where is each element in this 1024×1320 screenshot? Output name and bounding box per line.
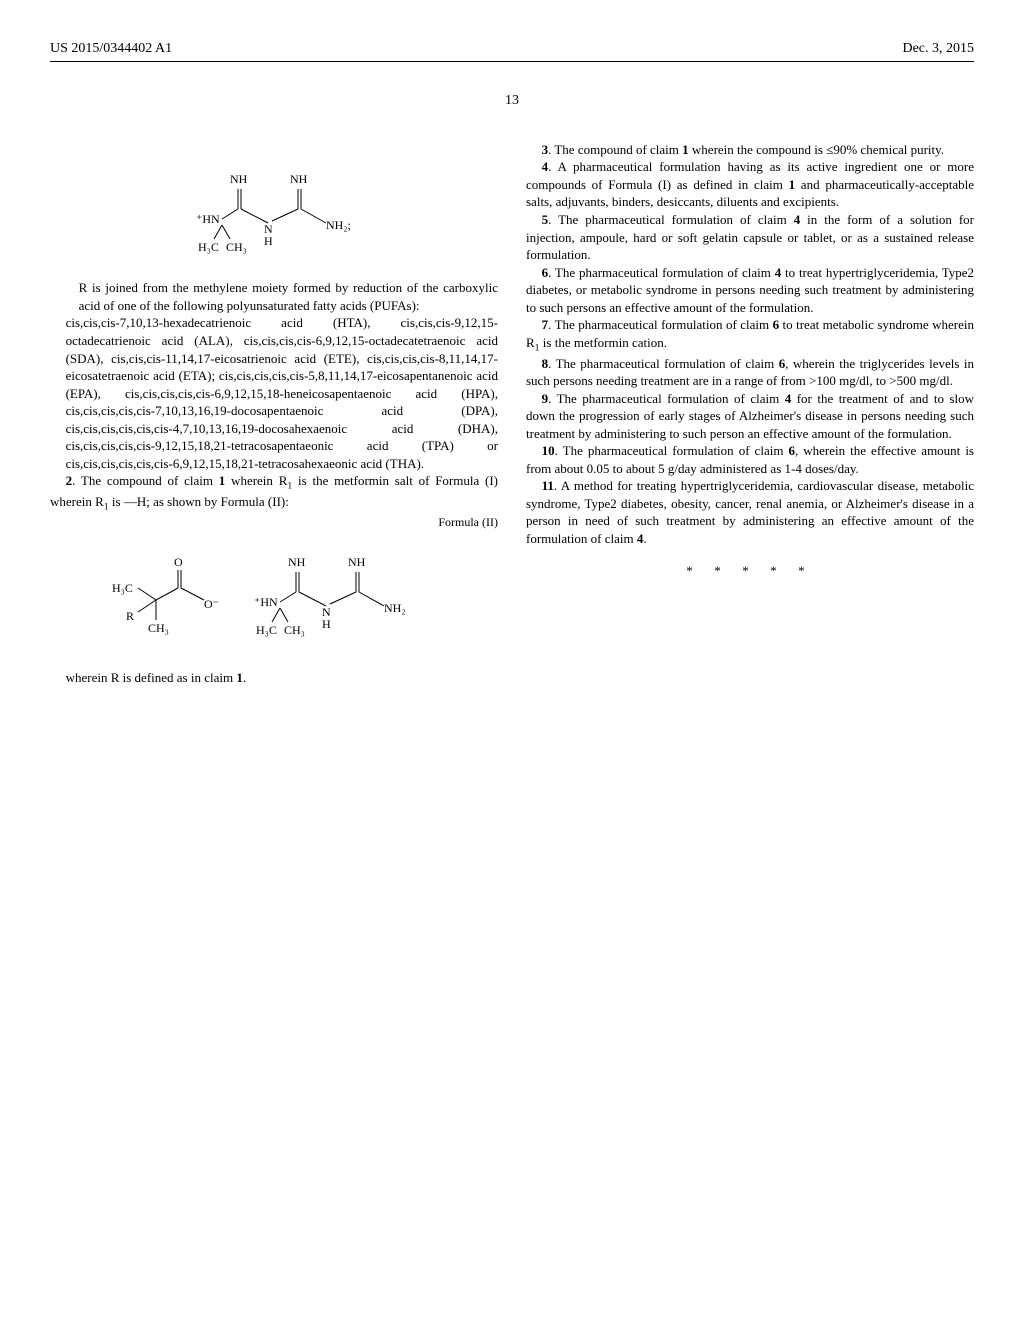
patent-number: US 2015/0344402 A1 [50,40,172,59]
chem-label: NH₂; [326,218,351,232]
chem-label: NH₂ [384,601,406,615]
claim-2-tail: wherein R is defined as in claim 1. [50,669,498,687]
right-column: 3. The compound of claim 1 wherein the c… [526,141,974,686]
claim-8: 8. The pharmaceutical formulation of cla… [526,355,974,390]
claim-9: 9. The pharmaceutical formulation of cla… [526,390,974,443]
pufa-list: cis,cis,cis-7,10,13-hexadecatrienoic aci… [66,314,498,472]
chem-label: H [264,234,273,248]
chem-label: NH [288,555,306,569]
chem-label: ⁺HN [254,595,278,609]
chem-label: NH [290,172,308,186]
chem-label: ⁺HN [196,212,220,226]
chemical-structure-1: ⁺HN H₃C CH₃ NH N H [50,153,498,268]
claim-10: 10. The pharmaceutical formulation of cl… [526,442,974,477]
page-header: US 2015/0344402 A1 Dec. 3, 2015 [50,40,974,62]
formula-2-label: Formula (II) [50,514,498,530]
claim-7: 7. The pharmaceutical formulation of cla… [526,316,974,354]
chem-label: NH [348,555,366,569]
claim-3: 3. The compound of claim 1 wherein the c… [526,141,974,159]
left-column: ⁺HN H₃C CH₃ NH N H [50,141,498,686]
chem-label: H₃C [112,581,133,595]
chem-label: O [174,555,183,569]
chem-label: CH₃ [284,623,305,637]
two-column-body: ⁺HN H₃C CH₃ NH N H [50,141,974,686]
page-number: 13 [50,92,974,111]
end-stars: * * * * * [526,562,974,580]
r-definition: R is joined from the methylene moiety fo… [79,279,498,314]
chem-label: H₃C [198,240,219,254]
chem-label: CH₃ [148,621,169,635]
chem-label: H [322,617,331,631]
chem-label: H₃C [256,623,277,637]
claim-2: 2. The compound of claim 1 wherein R1 is… [50,472,498,514]
claim-6: 6. The pharmaceutical formulation of cla… [526,264,974,317]
claim-11: 11. A method for treating hypertriglycer… [526,477,974,547]
chem-label: O⁻ [204,597,219,611]
claim-4: 4. A pharmaceutical formulation having a… [526,158,974,211]
chemical-structure-2: H₃C CH₃ R O O⁻ [50,542,498,657]
claim-5: 5. The pharmaceutical formulation of cla… [526,211,974,264]
patent-date: Dec. 3, 2015 [902,40,974,59]
chem-label: R [126,609,134,623]
chem-label: CH₃ [226,240,247,254]
chem-label: NH [230,172,248,186]
